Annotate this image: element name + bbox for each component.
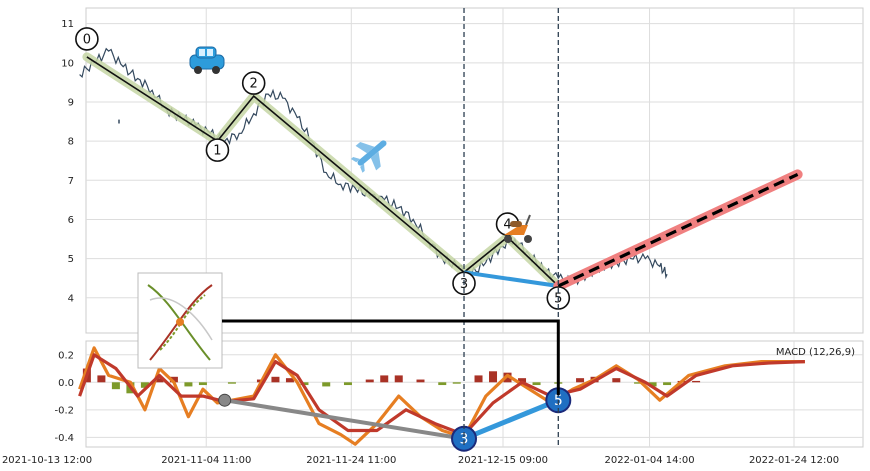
wave-label-text: 4 [503,218,511,233]
wave-label-text: 2 [250,77,258,92]
x-tick-label: 2022-01-04 14:00 [604,455,694,466]
price-y-tick-label: 4 [68,293,74,304]
macd-histogram-bar [489,371,498,383]
macd-histogram-bar [97,375,106,383]
macd-histogram-bar [518,378,527,383]
scooter-icon [504,214,532,243]
price-divergence-line [463,270,559,288]
macd-histogram-bar [198,382,207,386]
macd-histogram-bar [612,378,621,383]
price-y-tick-label: 6 [68,215,74,226]
macd-histogram-bar [438,382,447,386]
macd-histogram-bar [285,378,294,383]
macd-histogram-bar [169,376,178,383]
price-y-tick-label: 9 [68,97,74,108]
macd-signal-line [78,353,805,437]
macd-histogram-bar [184,382,193,387]
car-icon [189,46,225,74]
price-y-tick-label: 8 [68,137,74,148]
macd-histogram-bar [227,382,236,384]
airplane-icon [350,140,387,173]
price-y-tick-label: 5 [68,254,74,265]
wave-label-circle [205,138,230,162]
macd-y-tick-label: -0.2 [54,405,74,416]
macd-histogram-bar [343,382,352,386]
macd-histogram-bar [140,382,149,388]
macd-histogram-bar [634,382,643,384]
macd-histogram-bar [271,376,280,383]
macd-histogram-bar [300,382,309,386]
x-tick-label: 2021-10-13 12:00 [2,455,92,466]
wave-line [86,56,559,287]
x-tick-label: 2022-01-24 12:00 [749,455,839,466]
wave-label-circle [75,27,99,51]
macd-histogram-bar [452,382,461,384]
wave-label-text: 1 [213,144,221,159]
macd-histogram-bar [380,375,389,383]
wave-label-circle [241,71,266,95]
price-y-tick-label: 7 [68,176,74,187]
cycle-logo [137,272,223,369]
x-tick-label: 2021-11-04 11:00 [161,455,251,466]
macd-y-tick-label: 0.0 [58,378,74,389]
macd-gray-divergence [224,398,465,441]
macd-histogram-bar [532,382,541,386]
x-tick-label: 2021-12-15 09:00 [458,455,548,466]
macd-histogram-bar [155,378,164,383]
macd-histogram-bar [416,379,425,383]
projection-line [557,172,799,288]
macd-histogram-bar [663,382,672,386]
macd-gray-point [218,393,232,407]
macd-title: MACD (12,26,9) [776,347,855,358]
price-y-tick-label: 11 [61,19,74,30]
macd-histogram-bar [394,375,403,383]
macd-histogram-bar [365,379,374,383]
x-tick-label: 2021-11-24 11:00 [306,455,396,466]
macd-y-tick-label: -0.4 [54,433,74,444]
decorations [137,46,532,369]
macd-histogram-bar [576,378,585,383]
macd-histogram-bar [474,375,483,383]
wave-label-text: 0 [83,32,91,47]
logo-connector-line [222,319,560,395]
macd-wave-badge-text: 3 [460,432,469,448]
macd-histogram-bar [322,382,331,387]
macd-divergence-line [463,397,560,442]
price-y-tick-label: 10 [61,58,74,69]
macd-histogram-bar [692,380,701,383]
macd-histogram-bar [648,382,657,387]
macd-y-tick-label: 0.2 [58,350,74,361]
macd-histogram-bar [111,382,120,390]
